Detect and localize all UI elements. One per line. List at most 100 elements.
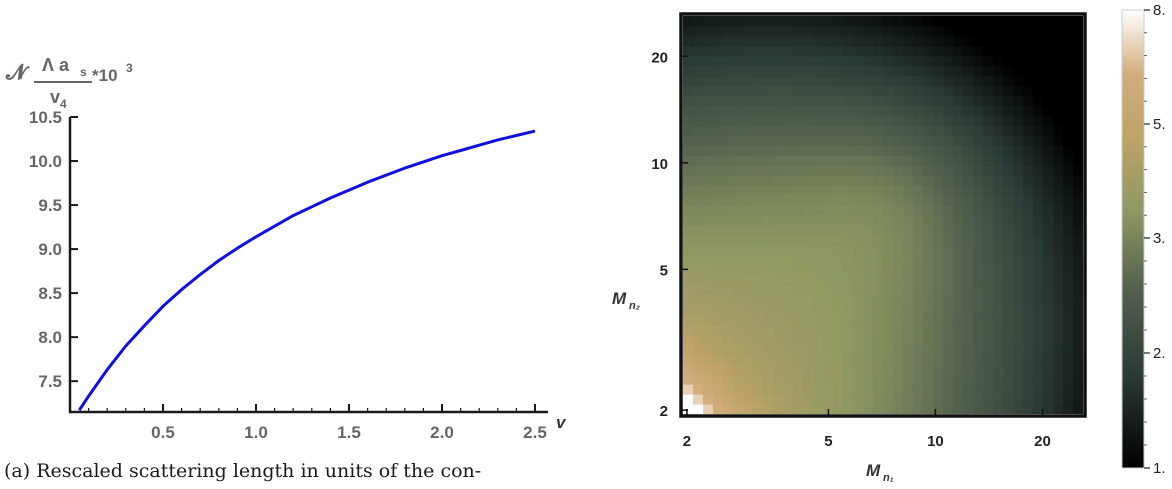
y-tick-label: 10 xyxy=(651,156,668,173)
heatmap-cell xyxy=(693,85,704,97)
x-tick-label: 1.5 xyxy=(337,423,361,442)
heatmap-cell xyxy=(863,155,874,166)
heatmap-cell xyxy=(983,254,994,266)
heatmap-cell xyxy=(823,334,834,345)
heatmap-cell xyxy=(793,284,804,296)
heatmap-cell xyxy=(923,404,934,414)
heatmap-cell xyxy=(923,244,934,256)
heatmap-cell xyxy=(893,65,904,77)
heatmap-cell xyxy=(1053,195,1064,206)
heatmap-cell xyxy=(693,404,704,414)
heatmap-cell xyxy=(743,25,754,37)
heatmap-cell xyxy=(963,215,974,226)
heatmap-cell xyxy=(763,394,774,405)
heatmap-cell xyxy=(943,185,954,196)
heatmap-cell xyxy=(733,234,744,246)
heatmap-cell xyxy=(1013,125,1024,136)
heatmap-cell xyxy=(983,105,994,117)
heatmap-cell xyxy=(1003,25,1014,37)
heatmap-cell xyxy=(993,314,1004,326)
heatmap-cell xyxy=(1073,324,1083,335)
x-tick-label: 2.0 xyxy=(430,423,454,442)
heatmap-cell xyxy=(783,254,794,266)
heatmap-cell xyxy=(883,324,894,335)
heatmap-cell xyxy=(883,155,894,166)
heatmap-cell xyxy=(713,205,724,216)
heatmap-cell xyxy=(863,105,874,117)
y-tick-label: 5 xyxy=(660,262,668,279)
heatmap-cell xyxy=(683,65,694,77)
heatmap-cell xyxy=(833,364,844,375)
heatmap-cell xyxy=(803,254,814,266)
heatmap-cell xyxy=(953,165,964,176)
heatmap-cell xyxy=(873,55,884,67)
heatmap-cell xyxy=(863,224,874,236)
heatmap-cell xyxy=(923,135,934,146)
heatmap-cell xyxy=(783,215,794,226)
heatmap-cell xyxy=(983,215,994,226)
heatmap-cell xyxy=(793,45,804,57)
heatmap-cell xyxy=(1053,75,1064,87)
heatmap-cell xyxy=(723,314,734,326)
heatmap-cell xyxy=(753,384,764,395)
heatmap-cell xyxy=(943,55,954,67)
heatmap-cell xyxy=(923,324,934,335)
heatmap-cell xyxy=(943,165,954,176)
heatmap-cell xyxy=(773,165,784,176)
heatmap-cell xyxy=(1033,165,1044,176)
heatmap-cell xyxy=(883,95,894,107)
heatmap-cell xyxy=(943,304,954,316)
heatmap-cell xyxy=(863,145,874,156)
heatmap-cell xyxy=(1003,404,1014,414)
heatmap-cell xyxy=(833,224,844,236)
heatmap-cell xyxy=(963,394,974,405)
heatmap-cell xyxy=(1033,244,1044,256)
heatmap-cell xyxy=(833,75,844,87)
heatmap-cell xyxy=(693,344,704,355)
heatmap-cell xyxy=(853,45,864,57)
heatmap-cell xyxy=(823,215,834,226)
heatmap-cell xyxy=(1033,374,1044,385)
heatmap-cell xyxy=(743,95,754,107)
heatmap-cell xyxy=(713,155,724,166)
heatmap-cell xyxy=(1053,165,1064,176)
heatmap-cell xyxy=(693,55,704,67)
heatmap-cell xyxy=(793,35,804,47)
heatmap-cell xyxy=(863,215,874,226)
heatmap-cell xyxy=(783,16,794,27)
heatmap-cell xyxy=(953,374,964,385)
heatmap-cell xyxy=(803,324,814,335)
heatmap-cell xyxy=(793,274,804,286)
heatmap-cell xyxy=(1053,125,1064,136)
heatmap-cell xyxy=(743,284,754,296)
heatmap-cell xyxy=(1053,205,1064,216)
heatmap-cell xyxy=(773,145,784,156)
heatmap-cell xyxy=(983,16,994,27)
heatmap-cell xyxy=(703,354,714,365)
heatmap-cell xyxy=(753,334,764,345)
heatmap-cell xyxy=(733,65,744,77)
heatmap-cell xyxy=(1003,145,1014,156)
heatmap-cell xyxy=(923,354,934,365)
heatmap-cell xyxy=(873,135,884,146)
heatmap-cell xyxy=(943,16,954,27)
heatmap-cell xyxy=(973,254,984,266)
heatmap-cell xyxy=(1023,224,1034,236)
heatmap-cell xyxy=(863,234,874,246)
heatmap-cell xyxy=(993,85,1004,97)
heatmap-cell xyxy=(1053,35,1064,47)
heatmap-cell xyxy=(793,155,804,166)
heatmap-cell xyxy=(993,334,1004,345)
heatmap-cell xyxy=(803,175,814,186)
heatmap-cell xyxy=(913,404,924,414)
heatmap-cell xyxy=(843,364,854,375)
heatmap-cell xyxy=(1043,284,1054,296)
heatmap-cell xyxy=(963,324,974,335)
heatmap-cell xyxy=(953,364,964,375)
heatmap-cell xyxy=(943,344,954,355)
heatmap-cell xyxy=(903,135,914,146)
heatmap-cell xyxy=(803,85,814,97)
heatmap-cell xyxy=(1023,16,1034,27)
heatmap-cell xyxy=(903,274,914,286)
